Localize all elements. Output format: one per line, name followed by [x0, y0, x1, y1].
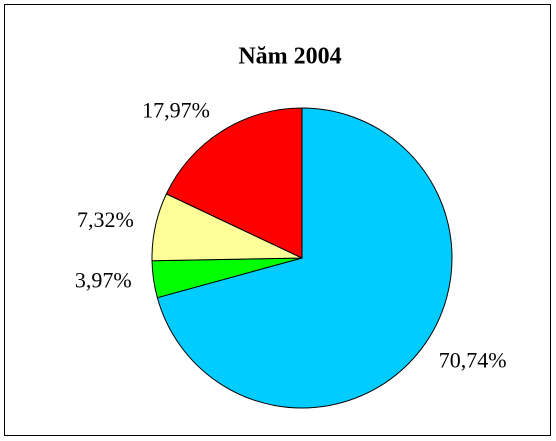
- pie-slice: [156, 107, 453, 409]
- data-label: 3,97%: [75, 268, 132, 293]
- data-label: 7,32%: [77, 207, 134, 232]
- pie-slice: [165, 107, 303, 259]
- data-label: 70,74%: [439, 347, 507, 372]
- data-label: 17,97%: [142, 98, 210, 123]
- chart-title: Năm 2004: [238, 44, 341, 70]
